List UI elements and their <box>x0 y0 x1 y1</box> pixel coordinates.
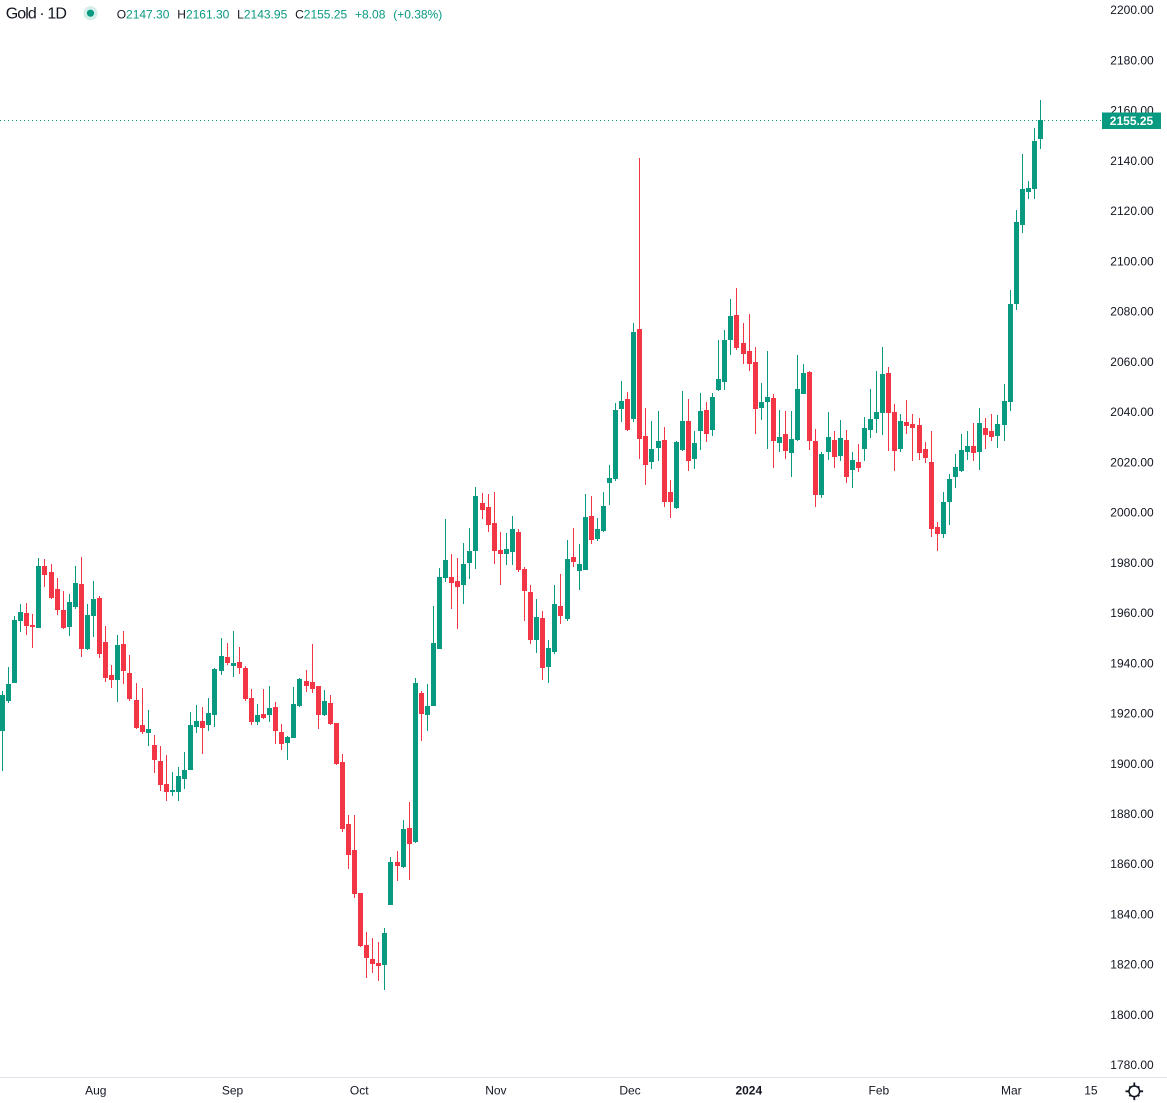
svg-text:2120.00: 2120.00 <box>1110 204 1154 218</box>
svg-text:1940.00: 1940.00 <box>1110 656 1154 670</box>
svg-text:15: 15 <box>1084 1084 1098 1098</box>
svg-text:Oct: Oct <box>350 1084 369 1098</box>
svg-text:2155.25: 2155.25 <box>1110 114 1154 128</box>
svg-text:1800.00: 1800.00 <box>1110 1008 1154 1022</box>
svg-text:1980.00: 1980.00 <box>1110 556 1154 570</box>
svg-text:2024: 2024 <box>735 1084 762 1098</box>
svg-text:Mar: Mar <box>1001 1084 1022 1098</box>
svg-text:1840.00: 1840.00 <box>1110 908 1154 922</box>
svg-text:1920.00: 1920.00 <box>1110 707 1154 721</box>
svg-text:Feb: Feb <box>869 1084 890 1098</box>
svg-text:2080.00: 2080.00 <box>1110 305 1154 319</box>
svg-text:2200.00: 2200.00 <box>1110 3 1154 17</box>
svg-text:2020.00: 2020.00 <box>1110 455 1154 469</box>
svg-text:1960.00: 1960.00 <box>1110 606 1154 620</box>
svg-text:1880.00: 1880.00 <box>1110 807 1154 821</box>
svg-text:1860.00: 1860.00 <box>1110 857 1154 871</box>
svg-text:2140.00: 2140.00 <box>1110 154 1154 168</box>
svg-text:2040.00: 2040.00 <box>1110 405 1154 419</box>
svg-text:Sep: Sep <box>222 1084 244 1098</box>
svg-text:1780.00: 1780.00 <box>1110 1058 1154 1072</box>
svg-text:2100.00: 2100.00 <box>1110 254 1154 268</box>
svg-text:Nov: Nov <box>485 1084 506 1098</box>
svg-text:1900.00: 1900.00 <box>1110 757 1154 771</box>
svg-text:2180.00: 2180.00 <box>1110 53 1154 67</box>
svg-text:2060.00: 2060.00 <box>1110 355 1154 369</box>
svg-text:Gold · 1D: Gold · 1D <box>6 5 67 22</box>
svg-text:2000.00: 2000.00 <box>1110 506 1154 520</box>
svg-text:1820.00: 1820.00 <box>1110 958 1154 972</box>
svg-text:Aug: Aug <box>85 1084 106 1098</box>
svg-text:Dec: Dec <box>619 1084 640 1098</box>
svg-text:O2147.30 H2161.30 L2143.95 C21: O2147.30 H2161.30 L2143.95 C2155.25 +8.0… <box>117 8 443 22</box>
